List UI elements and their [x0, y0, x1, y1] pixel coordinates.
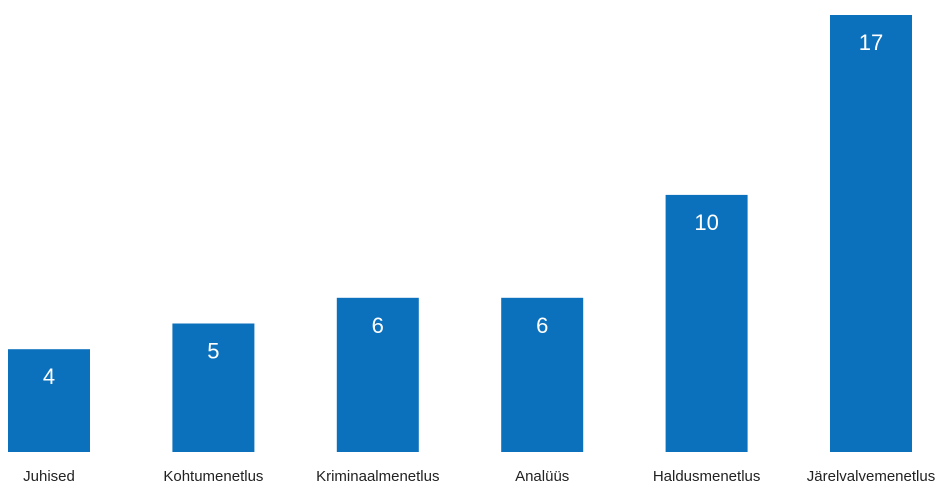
bar-1: [172, 323, 255, 452]
bar-value-label-5: 17: [859, 30, 883, 55]
category-label-1: Kohtumenetlus: [163, 468, 263, 485]
bar-0: [8, 349, 90, 452]
bar-2: [336, 297, 419, 452]
bar-5: [830, 15, 912, 452]
value-labels-group: 4 5 6 6 10 17: [43, 30, 883, 389]
category-labels-group: Juhised Kohtumenetlus Kriminaalmenetlus Ana…: [23, 468, 935, 485]
bar-value-label-4: 10: [694, 210, 718, 235]
category-label-4: Haldusmenetlus: [653, 468, 761, 485]
category-label-3: Analüüs: [515, 468, 569, 485]
bar-value-label-0: 4: [43, 364, 55, 389]
bar-value-label-2: 6: [372, 313, 384, 338]
category-label-2: Kriminaalmenetlus: [316, 468, 439, 485]
category-label-0: Juhised: [23, 468, 75, 485]
bar-4: [665, 194, 748, 452]
bar-value-label-3: 6: [536, 313, 548, 338]
bars-group: [8, 15, 912, 452]
category-label-5: Järelvalvemenetlus: [807, 468, 935, 485]
bar-value-label-1: 5: [207, 339, 219, 364]
bar-3: [501, 297, 584, 452]
